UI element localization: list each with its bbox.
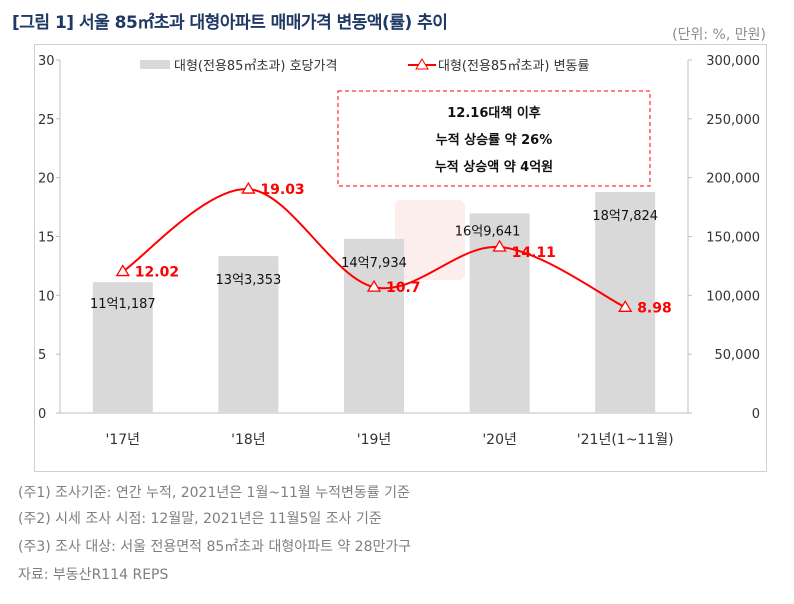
chart: 0 5 10 15 20 25 30 0 50,000 100,000 150,000 200,000… xyxy=(38,54,761,448)
chart-title: [그림 1] 서울 85㎡초과 대형아파트 매매가격 변동액(률) 추이 xyxy=(12,13,448,33)
category-label: '18년 xyxy=(231,432,266,448)
category-label: '20년 xyxy=(482,432,517,448)
left-tick-label: 30 xyxy=(38,54,55,69)
bar-label: 16억9,641 xyxy=(455,224,521,239)
annotation-box xyxy=(337,90,651,187)
line-marker xyxy=(492,239,507,252)
right-tick-label: 300,000 xyxy=(706,54,760,69)
annotation-text: 누적 상승률 약 26% xyxy=(436,132,552,148)
watermark-logo xyxy=(395,200,465,280)
bar xyxy=(344,238,404,413)
chart-frame xyxy=(34,44,767,472)
left-tick-label: 20 xyxy=(38,172,55,187)
right-tick-label: 200,000 xyxy=(706,172,760,187)
right-tick-label: 150,000 xyxy=(706,231,760,246)
note-3: (주3) 조사 대상: 서울 전용면적 85㎡초과 대형아파트 약 28만가구 xyxy=(18,539,412,555)
legend-line-marker xyxy=(415,58,429,70)
bar xyxy=(218,256,279,413)
left-tick-label: 0 xyxy=(38,407,46,422)
bar xyxy=(92,282,153,413)
bar-label: 14억7,934 xyxy=(341,256,407,271)
source-note: 자료: 부동산R114 REPS xyxy=(18,567,169,583)
right-tick-label: 0 xyxy=(752,407,760,422)
left-tick-label: 15 xyxy=(38,231,55,246)
right-tick-label: 250,000 xyxy=(706,113,760,128)
category-label: '17년 xyxy=(106,432,141,448)
line-marker xyxy=(241,181,256,194)
right-tick-label: 50,000 xyxy=(715,348,761,363)
note-2: (주2) 시세 조사 시점: 12월말, 2021년은 11월5일 조사 기준 xyxy=(18,511,382,527)
annotation-text: 누적 상승액 약 4억원 xyxy=(435,159,553,175)
legend-line-label: 대형(전용85㎡초과) 변동률 xyxy=(438,59,589,74)
legend-bar-label: 대형(전용85㎡초과) 호당가격 xyxy=(174,59,337,74)
bar-label: 13억3,353 xyxy=(216,273,282,288)
legend-bar-swatch xyxy=(140,60,170,69)
annotation-text: 12.16대책 이후 xyxy=(447,105,541,121)
line-label: 8.98 xyxy=(637,300,672,316)
bar-label: 11억1,187 xyxy=(90,297,156,312)
note-1: (주1) 조사기준: 연간 누적, 2021년은 1월~11월 누적변동률 기준 xyxy=(18,485,410,501)
left-tick-label: 25 xyxy=(38,113,55,128)
right-tick-label: 100,000 xyxy=(706,289,760,304)
left-tick-label: 10 xyxy=(38,289,55,304)
line-label: 12.02 xyxy=(135,265,179,281)
category-label: '19년 xyxy=(357,432,392,448)
line-marker xyxy=(366,279,382,292)
line-label: 10.7 xyxy=(386,280,421,296)
unit-label: (단위: %, 만원) xyxy=(672,27,766,43)
line-marker xyxy=(618,300,633,312)
line-label: 19.03 xyxy=(260,182,304,198)
line-marker xyxy=(115,264,130,277)
line-label: 14.11 xyxy=(512,245,556,261)
category-label: '21년(1~11월) xyxy=(577,432,674,448)
left-tick-label: 5 xyxy=(38,348,46,363)
bar-label: 18억7,824 xyxy=(592,209,658,224)
